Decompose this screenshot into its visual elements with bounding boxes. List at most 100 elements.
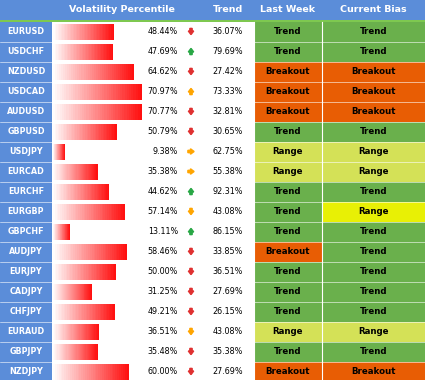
Bar: [322, 321, 425, 342]
Bar: [55, 204, 57, 220]
Bar: [57, 84, 60, 100]
Bar: [180, 342, 202, 361]
Bar: [102, 24, 103, 40]
Text: USDCAD: USDCAD: [7, 87, 45, 96]
Bar: [52, 242, 180, 261]
Bar: [82, 163, 83, 179]
Bar: [254, 342, 322, 361]
Bar: [60, 204, 62, 220]
Text: Range: Range: [273, 167, 303, 176]
Bar: [254, 182, 322, 201]
Bar: [122, 63, 124, 79]
Bar: [254, 361, 322, 380]
Bar: [63, 344, 64, 359]
Bar: [119, 244, 121, 260]
Bar: [106, 184, 108, 200]
Bar: [59, 43, 60, 60]
Bar: [59, 304, 61, 320]
Bar: [73, 184, 74, 200]
Bar: [88, 163, 89, 179]
Bar: [63, 184, 64, 200]
Bar: [59, 24, 61, 40]
Bar: [56, 184, 57, 200]
Bar: [322, 301, 425, 321]
Bar: [67, 63, 69, 79]
Bar: [70, 364, 72, 380]
Bar: [0, 242, 52, 261]
Polygon shape: [188, 208, 194, 215]
Bar: [56, 24, 57, 40]
Bar: [66, 124, 68, 139]
Text: Breakout: Breakout: [351, 107, 396, 116]
Bar: [180, 301, 202, 321]
Bar: [82, 24, 84, 40]
Bar: [115, 364, 117, 380]
Text: Trend: Trend: [360, 187, 387, 196]
Bar: [71, 244, 73, 260]
Bar: [74, 344, 75, 359]
Bar: [95, 244, 97, 260]
Bar: [79, 344, 80, 359]
Bar: [77, 184, 78, 200]
Bar: [110, 244, 112, 260]
Text: Range: Range: [358, 327, 389, 336]
Bar: [52, 162, 180, 182]
Bar: [53, 364, 55, 380]
Text: 27.42%: 27.42%: [212, 67, 243, 76]
Bar: [81, 344, 82, 359]
Bar: [109, 103, 111, 119]
Bar: [59, 163, 60, 179]
Bar: [64, 124, 66, 139]
Text: 43.08%: 43.08%: [213, 207, 243, 216]
Bar: [0, 182, 52, 201]
Bar: [66, 364, 68, 380]
Bar: [94, 63, 96, 79]
Bar: [54, 24, 56, 40]
Bar: [64, 263, 65, 280]
Text: 49.21%: 49.21%: [147, 307, 178, 316]
Bar: [107, 263, 108, 280]
Bar: [112, 244, 114, 260]
Bar: [111, 103, 113, 119]
Bar: [112, 63, 114, 79]
Bar: [53, 263, 54, 280]
Bar: [69, 63, 71, 79]
Bar: [106, 244, 108, 260]
Bar: [95, 364, 96, 380]
Bar: [76, 43, 77, 60]
Bar: [95, 103, 98, 119]
Bar: [53, 323, 54, 339]
Bar: [92, 304, 94, 320]
Bar: [72, 364, 74, 380]
Bar: [108, 244, 110, 260]
Bar: [101, 43, 102, 60]
Bar: [94, 263, 96, 280]
Bar: [65, 204, 68, 220]
Bar: [53, 163, 54, 179]
Bar: [121, 364, 123, 380]
Bar: [59, 184, 60, 200]
Bar: [127, 364, 129, 380]
Bar: [81, 283, 82, 299]
Bar: [52, 81, 180, 101]
Bar: [108, 263, 110, 280]
Bar: [75, 84, 78, 100]
Bar: [98, 304, 99, 320]
Bar: [70, 24, 71, 40]
Bar: [180, 321, 202, 342]
Bar: [70, 344, 71, 359]
Bar: [180, 41, 202, 62]
Bar: [63, 163, 64, 179]
Bar: [73, 43, 74, 60]
Text: 31.25%: 31.25%: [147, 287, 178, 296]
Bar: [322, 222, 425, 242]
Bar: [79, 244, 81, 260]
Bar: [64, 84, 66, 100]
Polygon shape: [188, 149, 194, 154]
Text: 60.00%: 60.00%: [148, 367, 178, 376]
Bar: [54, 184, 56, 200]
Bar: [92, 323, 93, 339]
Bar: [88, 24, 90, 40]
Bar: [54, 283, 55, 299]
Bar: [78, 184, 80, 200]
